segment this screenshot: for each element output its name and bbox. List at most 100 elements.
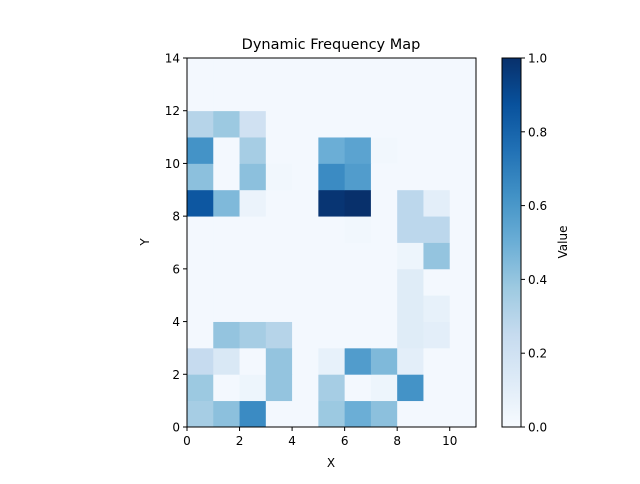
heatmap-cell bbox=[423, 110, 451, 138]
heatmap-cell bbox=[292, 347, 319, 375]
heatmap-cell bbox=[318, 137, 346, 164]
heatmap-cell bbox=[449, 242, 477, 270]
x-tick-label: 6 bbox=[341, 434, 349, 448]
heatmap-cell bbox=[318, 58, 346, 85]
heatmap-cell bbox=[370, 163, 398, 191]
chart-title: Dynamic Frequency Map bbox=[242, 37, 421, 53]
heatmap-cell bbox=[318, 374, 346, 402]
y-tick-label: 0 bbox=[172, 421, 180, 435]
heatmap-cell bbox=[292, 216, 319, 243]
heatmap-cell bbox=[265, 242, 293, 270]
heatmap-cell bbox=[187, 374, 214, 402]
heatmap-cell bbox=[292, 242, 319, 270]
heatmap-cell bbox=[187, 163, 214, 191]
colorbar-tick-label: 0.0 bbox=[528, 421, 547, 435]
heatmap-cell bbox=[292, 268, 319, 296]
heatmap-cell bbox=[449, 110, 477, 138]
heatmap-cell bbox=[187, 110, 214, 138]
heatmap-cell bbox=[187, 400, 214, 428]
heatmap-cell bbox=[265, 137, 293, 164]
heatmap-cell bbox=[265, 400, 293, 428]
heatmap-cell bbox=[292, 163, 319, 191]
colorbar-tick-label: 0.2 bbox=[528, 347, 547, 361]
heatmap-cell bbox=[423, 216, 451, 243]
heatmap-cell bbox=[318, 163, 346, 191]
heatmap-cell bbox=[265, 374, 293, 402]
heatmap-cell bbox=[370, 216, 398, 243]
colorbar bbox=[501, 57, 522, 428]
y-tick-label: 12 bbox=[165, 104, 180, 118]
x-tick-label: 4 bbox=[288, 434, 296, 448]
heatmap-cell bbox=[449, 216, 477, 243]
heatmap-cell bbox=[239, 84, 267, 112]
heatmap-cell bbox=[423, 347, 451, 375]
heatmap-cell bbox=[187, 347, 214, 375]
heatmap-cell bbox=[318, 400, 346, 428]
heatmap-cell bbox=[423, 400, 451, 428]
y-axis-ticks: 0 2 4 6 8 10 12 14 bbox=[165, 52, 187, 435]
heatmap-cell bbox=[397, 400, 424, 428]
heatmap-cell bbox=[344, 216, 372, 243]
heatmap-cell bbox=[344, 163, 372, 191]
heatmap-cell bbox=[423, 242, 451, 270]
heatmap-cell bbox=[397, 321, 424, 349]
heatmap-cell bbox=[449, 84, 477, 112]
y-tick-label: 14 bbox=[165, 52, 180, 66]
heatmap-cell bbox=[397, 110, 424, 138]
heatmap-cell bbox=[344, 347, 372, 375]
heatmap-cell bbox=[344, 137, 372, 164]
heatmap-cell bbox=[239, 400, 267, 428]
heatmap-cell bbox=[397, 137, 424, 164]
heatmap-cell bbox=[239, 321, 267, 349]
heatmap-cell bbox=[239, 163, 267, 191]
heatmap-cell bbox=[213, 347, 240, 375]
heatmap-cell bbox=[239, 216, 267, 243]
heatmap-cell bbox=[239, 242, 267, 270]
heatmap-cell bbox=[344, 189, 372, 217]
heatmap-cell bbox=[265, 347, 293, 375]
heatmap-cell bbox=[187, 268, 214, 296]
x-axis-label: X bbox=[327, 456, 335, 470]
colorbar-label: Value bbox=[556, 226, 570, 259]
heatmap-cell bbox=[318, 216, 346, 243]
heatmap-cell bbox=[370, 268, 398, 296]
heatmap-cell bbox=[239, 295, 267, 322]
heatmap-cell bbox=[292, 137, 319, 164]
heatmap-cell bbox=[397, 84, 424, 112]
heatmap-cell bbox=[265, 189, 293, 217]
heatmap-cell bbox=[265, 163, 293, 191]
heatmap-cell bbox=[449, 400, 477, 428]
heatmap-cell bbox=[213, 110, 240, 138]
heatmap-cell bbox=[370, 137, 398, 164]
heatmap-cell bbox=[213, 268, 240, 296]
heatmap-cell bbox=[449, 295, 477, 322]
heatmap-cell bbox=[397, 189, 424, 217]
heatmap-cell bbox=[344, 84, 372, 112]
y-tick-label: 4 bbox=[172, 315, 180, 329]
heatmap-cell bbox=[423, 321, 451, 349]
heatmap-cell bbox=[397, 347, 424, 375]
heatmap-cell bbox=[239, 189, 267, 217]
heatmap-cell bbox=[187, 58, 214, 85]
heatmap-cell bbox=[318, 84, 346, 112]
y-tick-label: 2 bbox=[172, 368, 180, 382]
heatmap-cell bbox=[187, 84, 214, 112]
heatmap-cell bbox=[397, 374, 424, 402]
heatmap-cell bbox=[318, 295, 346, 322]
x-tick-label: 0 bbox=[183, 434, 191, 448]
heatmap-cell bbox=[239, 110, 267, 138]
heatmap-cell bbox=[397, 268, 424, 296]
heatmap-cell bbox=[370, 110, 398, 138]
heatmap-cell bbox=[213, 84, 240, 112]
heatmap-cell bbox=[213, 295, 240, 322]
heatmap-cell bbox=[265, 295, 293, 322]
heatmap-cell bbox=[292, 58, 319, 85]
heatmap-cell bbox=[318, 268, 346, 296]
heatmap-cell bbox=[292, 374, 319, 402]
heatmap-cell bbox=[213, 374, 240, 402]
colorbar-tick-label: 0.6 bbox=[528, 199, 547, 213]
heatmap-cell bbox=[213, 163, 240, 191]
heatmap-cell bbox=[265, 268, 293, 296]
colorbar-ticks: 0.0 0.2 0.4 0.6 0.8 1.0 bbox=[521, 52, 547, 435]
